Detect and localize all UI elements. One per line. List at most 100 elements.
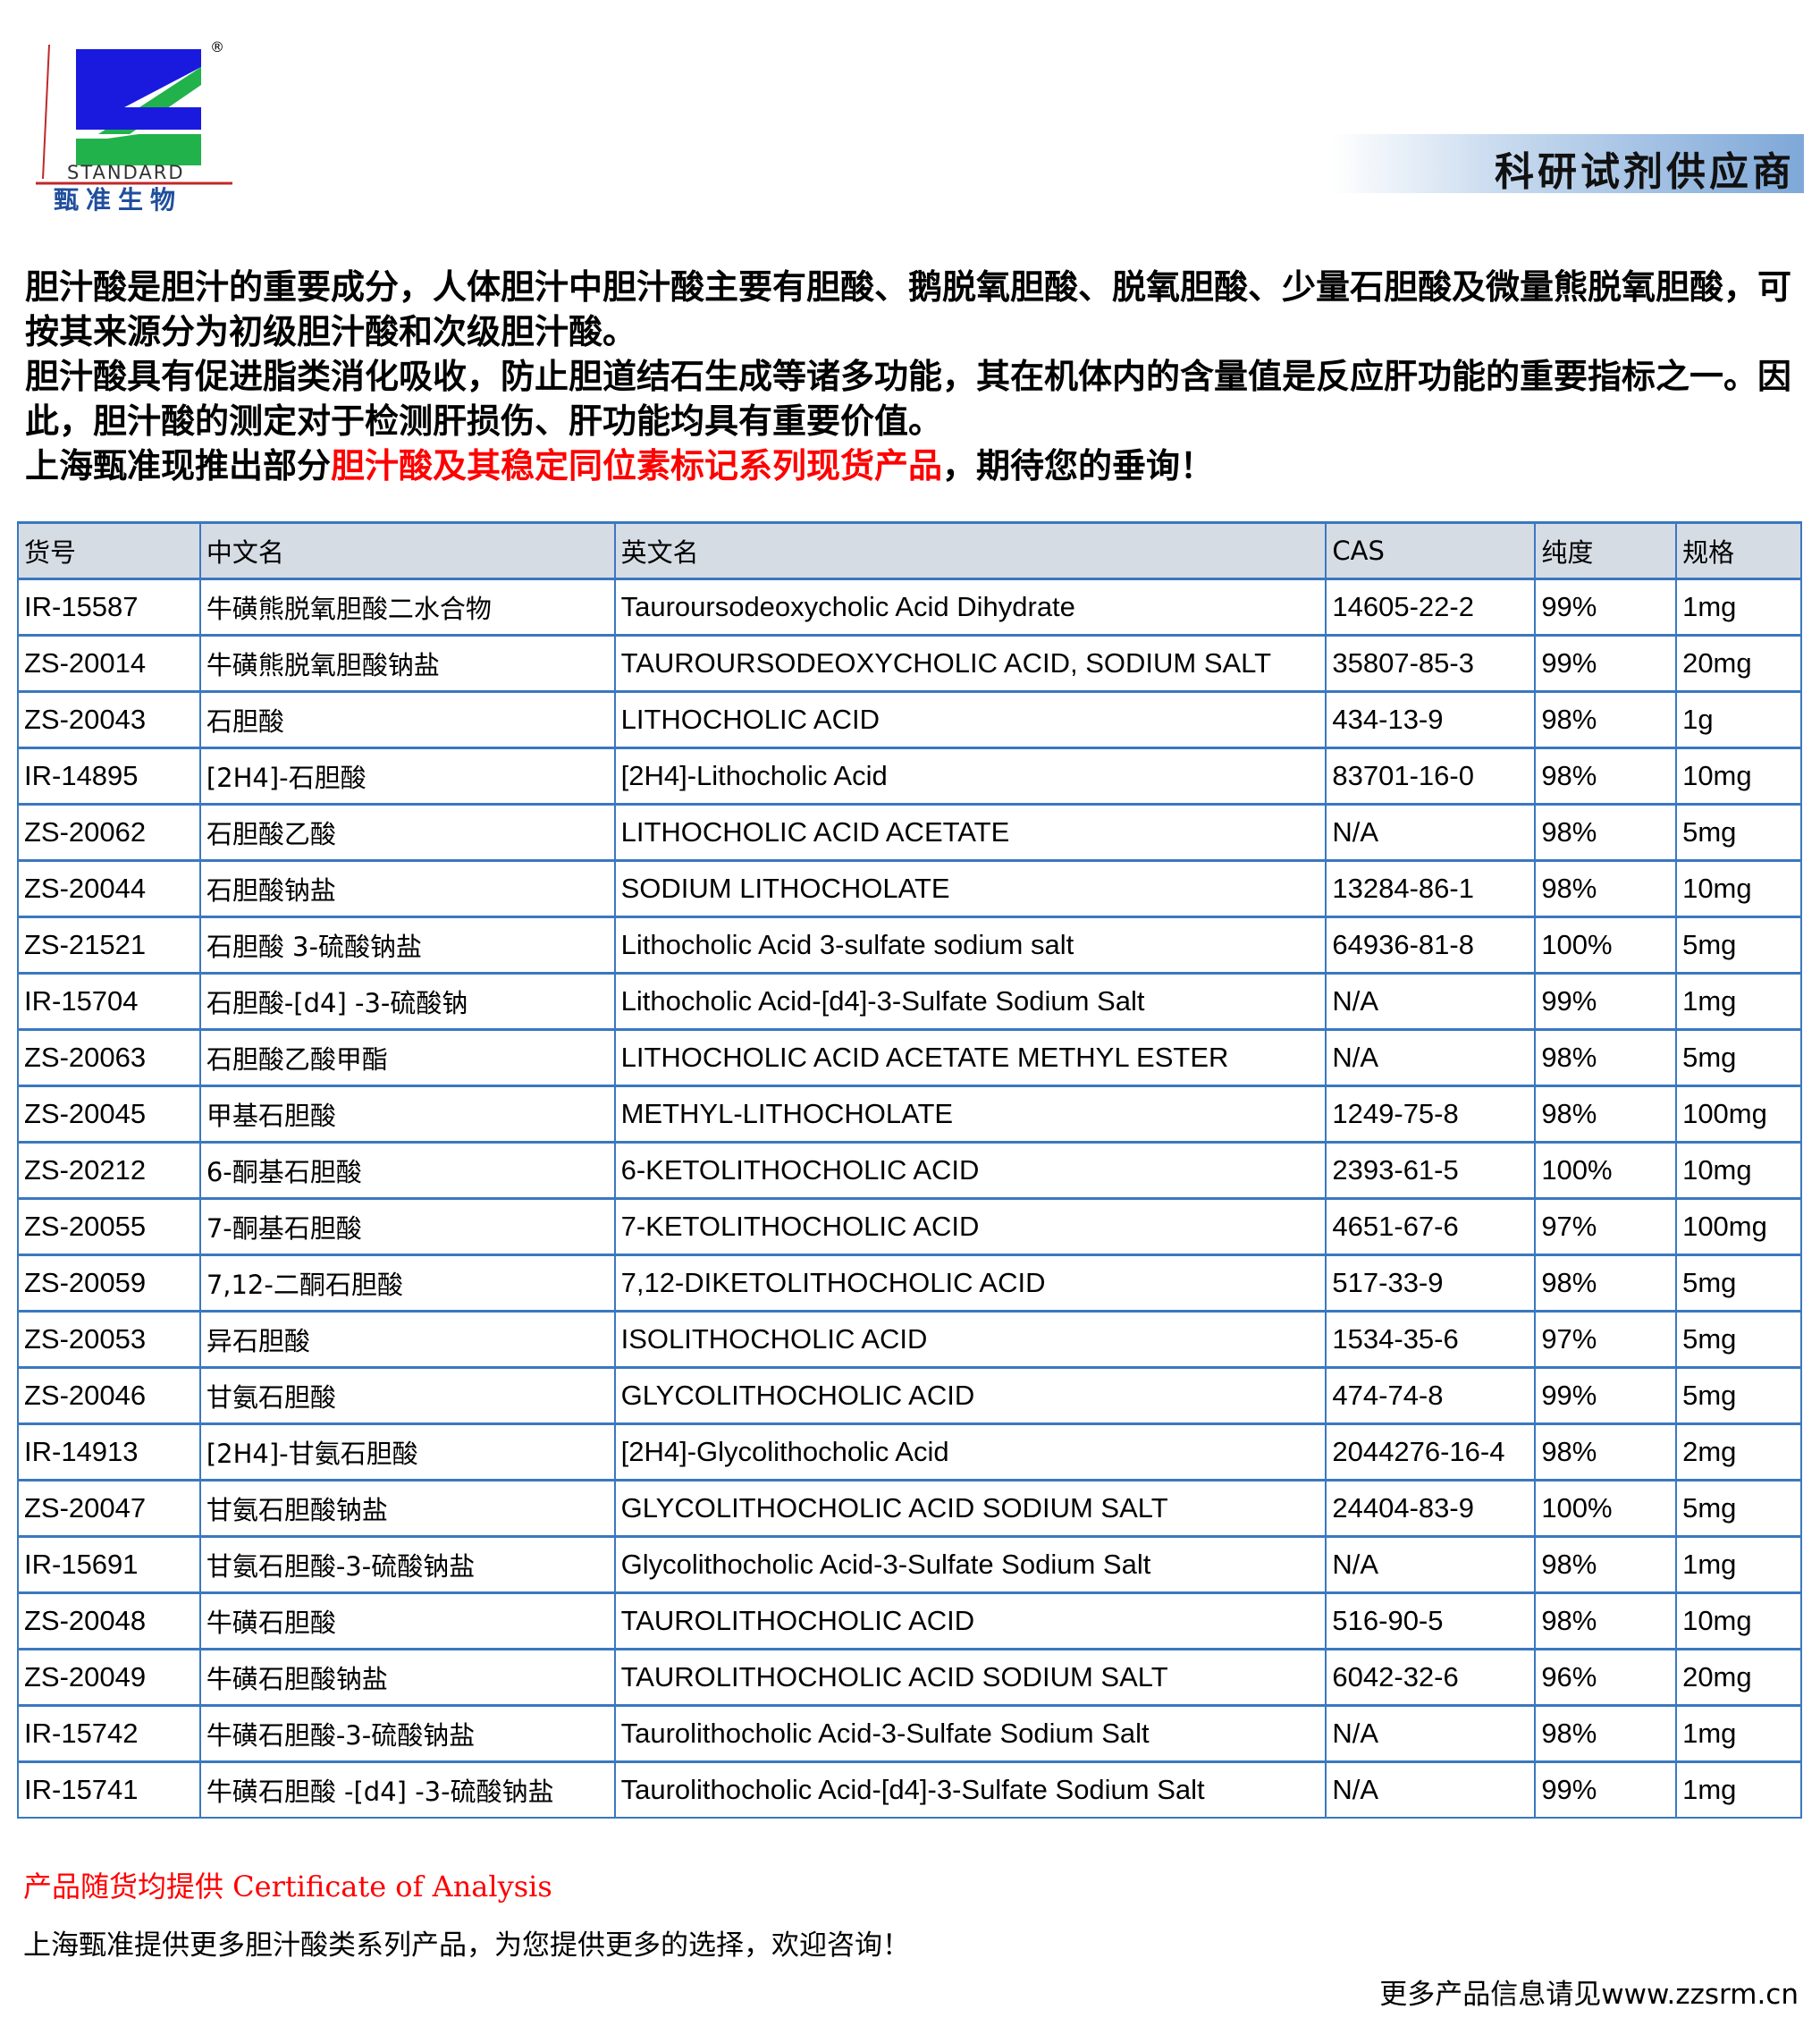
cell-english-name: Lithocholic Acid-[d4]-3-Sulfate Sodium S…: [613, 972, 1327, 1031]
cell-english-name: METHYL-LITHOCHOLATE: [613, 1085, 1327, 1144]
cell-size: 20mg: [1675, 634, 1802, 693]
cell-catalog-no: ZS-20045: [17, 1085, 201, 1144]
cell-purity: 98%: [1534, 1704, 1678, 1763]
banner-text: 科研试剂供应商: [1495, 149, 1795, 195]
cell-size: 10mg: [1675, 747, 1802, 806]
cell-catalog-no: ZS-21521: [17, 916, 201, 975]
cell-chinese-name: 牛磺熊脱氧胆酸钠盐: [198, 634, 616, 693]
cell-english-name: TAUROLITHOCHOLIC ACID SODIUM SALT: [613, 1648, 1327, 1707]
cell-size: 5mg: [1675, 803, 1802, 862]
more-products-note: 上海甄准提供更多胆汁酸类系列产品，为您提供更多的选择，欢迎咨询！: [23, 1929, 910, 1962]
cell-english-name: TAUROLITHOCHOLIC ACID: [613, 1591, 1327, 1650]
cell-purity: 99%: [1534, 1366, 1678, 1425]
cell-catalog-no: ZS-20055: [17, 1197, 201, 1256]
cell-english-name: LITHOCHOLIC ACID: [613, 690, 1327, 749]
cell-cas: 24404-83-9: [1325, 1479, 1537, 1538]
cell-catalog-no: IR-15691: [17, 1535, 201, 1594]
cell-purity: 98%: [1534, 803, 1678, 862]
cell-purity: 100%: [1534, 916, 1678, 975]
cell-purity: 99%: [1534, 634, 1678, 693]
cell-catalog-no: IR-14913: [17, 1422, 201, 1482]
header-chinese-name: 中文名: [198, 521, 616, 580]
cell-chinese-name: 牛磺熊脱氧胆酸二水合物: [198, 578, 616, 637]
cell-cas: 35807-85-3: [1325, 634, 1537, 693]
cell-catalog-no: ZS-20046: [17, 1366, 201, 1425]
cell-catalog-no: ZS-20048: [17, 1591, 201, 1650]
cell-catalog-no: IR-15704: [17, 972, 201, 1031]
cell-size: 2mg: [1675, 1422, 1802, 1482]
cell-cas: 83701-16-0: [1325, 747, 1537, 806]
cell-english-name: 7,12-DIKETOLITHOCHOLIC ACID: [613, 1254, 1327, 1313]
table-row: IR-14913 [2H4]-甘氨石胆酸 [2H4]-Glycolithocholi…: [17, 1422, 1802, 1482]
table-row: ZS-20043 石胆酸 LITHOCHOLIC ACID 434-13-9 98% 1g: [17, 690, 1802, 749]
cell-cas: 14605-22-2: [1325, 578, 1537, 637]
cell-english-name: GLYCOLITHOCHOLIC ACID: [613, 1366, 1327, 1425]
cell-cas: 516-90-5: [1325, 1591, 1537, 1650]
website-note[interactable]: 更多产品信息请见www.zzsrm.cn: [1379, 1979, 1799, 2011]
table-row: IR-15704 石胆酸-[d4] -3-硫酸钠 Lithocholic Acid-…: [17, 972, 1802, 1031]
intro-text: 胆汁酸是胆汁的重要成分，人体胆汁中胆汁酸主要有胆酸、鹅脱氧胆酸、脱氧胆酸、少量石…: [25, 265, 1804, 488]
cell-size: 5mg: [1675, 1254, 1802, 1313]
cell-cas: 1249-75-8: [1325, 1085, 1537, 1144]
cell-cas: 474-74-8: [1325, 1366, 1537, 1425]
cell-chinese-name: 7,12-二酮石胆酸: [198, 1254, 616, 1313]
cell-cas: 517-33-9: [1325, 1254, 1537, 1313]
cell-chinese-name: 石胆酸: [198, 690, 616, 749]
cell-purity: 98%: [1534, 1535, 1678, 1594]
header-purity: 纯度: [1534, 521, 1678, 580]
certificate-note: 产品随货均提供 Certificate of Analysis: [23, 1870, 552, 1904]
cell-chinese-name: 石胆酸乙酸甲酯: [198, 1028, 616, 1087]
table-row: ZS-20055 7-酮基石胆酸 7-KETOLITHOCHOLIC ACID 465…: [17, 1197, 1802, 1256]
cell-purity: 97%: [1534, 1197, 1678, 1256]
cell-catalog-no: ZS-20053: [17, 1310, 201, 1369]
cell-purity: 98%: [1534, 1422, 1678, 1482]
intro-paragraph: 上海甄准现推出部分胆汁酸及其稳定同位素标记系列现货产品，期待您的垂询！: [25, 443, 1804, 488]
header-size: 规格: [1675, 521, 1802, 580]
cell-catalog-no: ZS-20047: [17, 1479, 201, 1538]
cell-chinese-name: 牛磺石胆酸: [198, 1591, 616, 1650]
cell-catalog-no: ZS-20059: [17, 1254, 201, 1313]
cell-english-name: Taurolithocholic Acid-[d4]-3-Sulfate Sod…: [613, 1760, 1327, 1819]
cell-chinese-name: 甘氨石胆酸: [198, 1366, 616, 1425]
cell-english-name: [2H4]-Lithocholic Acid: [613, 747, 1327, 806]
cell-chinese-name: 石胆酸-[d4] -3-硫酸钠: [198, 972, 616, 1031]
cell-size: 1mg: [1675, 1535, 1802, 1594]
cell-size: 10mg: [1675, 1591, 1802, 1650]
cell-purity: 100%: [1534, 1479, 1678, 1538]
table-row: ZS-20048 牛磺石胆酸 TAUROLITHOCHOLIC ACID 516-90…: [17, 1591, 1802, 1650]
cell-chinese-name: 甘氨石胆酸-3-硫酸钠盐: [198, 1535, 616, 1594]
table-row: ZS-20053 异石胆酸 ISOLITHOCHOLIC ACID 1534-35-6…: [17, 1310, 1802, 1369]
cell-english-name: GLYCOLITHOCHOLIC ACID SODIUM SALT: [613, 1479, 1327, 1538]
cell-purity: 98%: [1534, 1254, 1678, 1313]
cell-purity: 99%: [1534, 1760, 1678, 1819]
cell-catalog-no: ZS-20063: [17, 1028, 201, 1087]
cell-catalog-no: IR-14895: [17, 747, 201, 806]
cell-catalog-no: IR-15587: [17, 578, 201, 637]
table-row: ZS-20063 石胆酸乙酸甲酯 LITHOCHOLIC ACID ACETATE …: [17, 1028, 1802, 1087]
cell-purity: 98%: [1534, 690, 1678, 749]
table-row: IR-15741 牛磺石胆酸 -[d4] -3-硫酸钠盐 Taurolithocho…: [17, 1760, 1802, 1819]
cell-purity: 98%: [1534, 1085, 1678, 1144]
cell-size: 10mg: [1675, 859, 1802, 918]
table-row: IR-14895 [2H4]-石胆酸 [2H4]-Lithocholic Acid 8…: [17, 747, 1802, 806]
cell-english-name: Lithocholic Acid 3-sulfate sodium salt: [613, 916, 1327, 975]
table-row: ZS-20014 牛磺熊脱氧胆酸钠盐 TAUROURSODEOXYCHOLIC AC…: [17, 634, 1802, 693]
header-english-name: 英文名: [613, 521, 1327, 580]
cell-english-name: ISOLITHOCHOLIC ACID: [613, 1310, 1327, 1369]
cell-purity: 99%: [1534, 972, 1678, 1031]
cell-purity: 98%: [1534, 859, 1678, 918]
cell-english-name: LITHOCHOLIC ACID ACETATE METHYL ESTER: [613, 1028, 1327, 1087]
cell-cas: 2044276-16-4: [1325, 1422, 1537, 1482]
cell-catalog-no: IR-15742: [17, 1704, 201, 1763]
cell-purity: 98%: [1534, 1028, 1678, 1087]
cell-chinese-name: 甘氨石胆酸钠盐: [198, 1479, 616, 1538]
cell-cas: 434-13-9: [1325, 690, 1537, 749]
cell-english-name: 6-KETOLITHOCHOLIC ACID: [613, 1141, 1327, 1200]
cell-english-name: Glycolithocholic Acid-3-Sulfate Sodium S…: [613, 1535, 1327, 1594]
svg-text:STANDARD: STANDARD: [67, 162, 185, 183]
banner: 科研试剂供应商: [1332, 134, 1804, 195]
table-row: ZS-20062 石胆酸乙酸 LITHOCHOLIC ACID ACETATE N/A…: [17, 803, 1802, 862]
cell-cas: 6042-32-6: [1325, 1648, 1537, 1707]
cell-size: 100mg: [1675, 1085, 1802, 1144]
cell-catalog-no: ZS-20043: [17, 690, 201, 749]
